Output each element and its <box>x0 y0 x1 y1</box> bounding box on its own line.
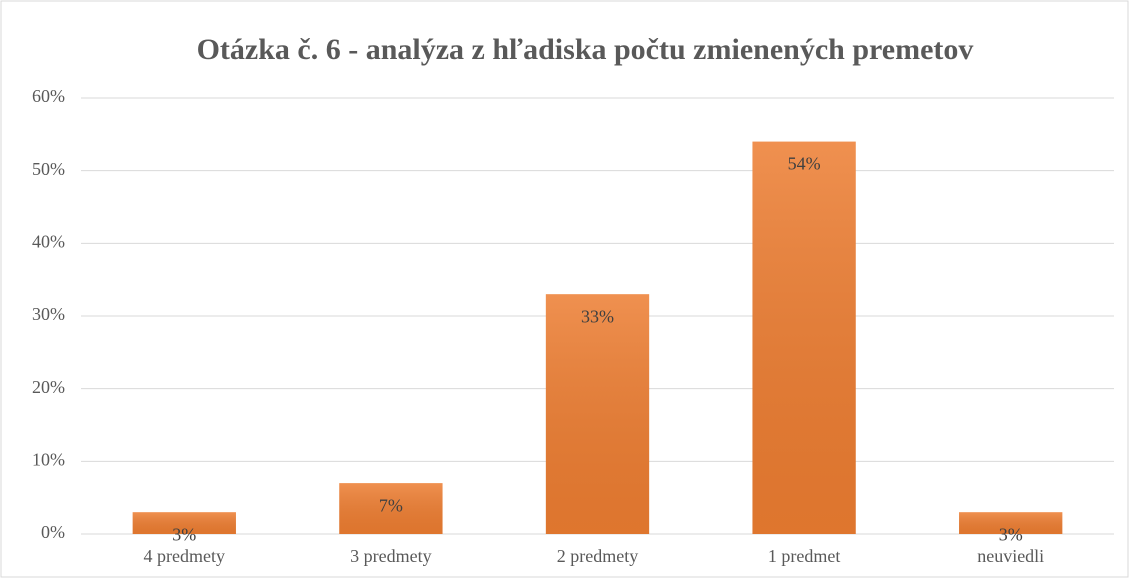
y-tick-label: 20% <box>32 377 65 397</box>
x-tick-label: 4 predmety <box>144 546 225 566</box>
bar-shade <box>959 512 1063 534</box>
y-tick-label: 0% <box>41 522 65 542</box>
bar-shade <box>339 483 443 534</box>
bar-shade <box>132 512 236 534</box>
y-tick-label: 10% <box>32 449 65 469</box>
x-tick-label: 3 predmety <box>350 546 431 566</box>
x-tick-label: neuviedli <box>977 546 1044 566</box>
bar-shade <box>752 141 856 534</box>
data-label: 3% <box>172 524 196 544</box>
data-label: 7% <box>379 495 403 515</box>
data-label: 3% <box>999 524 1023 544</box>
x-tick-label: 2 predmety <box>557 546 638 566</box>
bar-shade <box>545 294 650 534</box>
data-label: 54% <box>788 154 821 174</box>
x-tick-label: 1 predmet <box>768 546 840 566</box>
y-tick-label: 30% <box>32 304 65 324</box>
chart-title: Otázka č. 6 - analýza z hľadiska počtu z… <box>197 33 974 66</box>
y-tick-label: 60% <box>32 86 65 106</box>
y-tick-label: 50% <box>32 159 65 179</box>
y-tick-label: 40% <box>32 231 65 251</box>
data-label: 33% <box>581 306 614 326</box>
